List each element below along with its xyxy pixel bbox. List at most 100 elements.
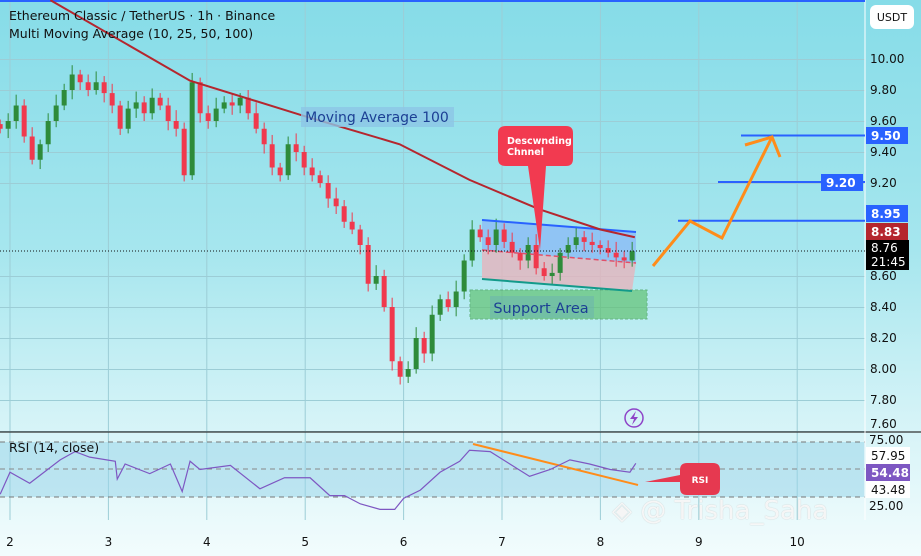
candle xyxy=(125,108,131,129)
channel-callout-line2: Chnnel xyxy=(507,147,544,158)
rsi-callout xyxy=(645,463,720,495)
rsi-trendline xyxy=(472,443,639,486)
candle xyxy=(21,105,27,137)
channel-callout xyxy=(498,126,573,250)
candle xyxy=(237,97,243,106)
candle xyxy=(245,97,251,114)
candle xyxy=(533,245,539,269)
candle xyxy=(109,93,115,106)
candle xyxy=(397,361,403,377)
candle xyxy=(469,229,475,261)
candle xyxy=(229,102,235,106)
candle xyxy=(597,245,603,249)
candle xyxy=(381,276,387,307)
price-tick: 7.80 xyxy=(870,393,897,407)
candle xyxy=(517,252,523,261)
price-tick: 9.60 xyxy=(870,114,897,128)
rsi-legend[interactable]: RSI (14, close) xyxy=(9,440,100,455)
bar-countdown: 21:45 xyxy=(871,255,906,269)
projection-arrowhead xyxy=(744,135,782,158)
candle xyxy=(389,307,395,362)
candle xyxy=(413,338,419,369)
candle xyxy=(437,299,443,315)
candle xyxy=(629,251,635,261)
candle xyxy=(501,229,507,242)
candle xyxy=(605,248,611,253)
candle xyxy=(549,272,555,276)
level-tag-920: 9.20 xyxy=(821,174,863,191)
candle xyxy=(133,102,139,109)
candle xyxy=(149,97,155,114)
price-tick: 8.00 xyxy=(870,362,897,376)
candle xyxy=(333,198,339,207)
candle xyxy=(277,167,283,176)
candle xyxy=(285,144,291,176)
last-price: 8.76 xyxy=(871,241,898,255)
candle xyxy=(189,82,195,176)
candle xyxy=(589,241,595,245)
time-tick: 3 xyxy=(105,535,113,549)
candle xyxy=(405,369,411,377)
level-tag-950: 9.50 xyxy=(866,127,908,144)
price-tick: 8.20 xyxy=(870,331,897,345)
candle xyxy=(45,121,51,145)
candle xyxy=(165,105,171,121)
candle xyxy=(269,144,275,168)
indicator-legend[interactable]: Multi Moving Average (10, 25, 50, 100) xyxy=(9,26,254,41)
candle xyxy=(477,229,483,238)
rsi-callout-label: RSI xyxy=(692,476,709,486)
price-tick: 9.40 xyxy=(870,145,897,159)
time-tick: 7 xyxy=(498,535,506,549)
candle xyxy=(197,82,203,114)
channel-callout-line1: Descwnding xyxy=(507,136,572,147)
rsi-tick-75: 75.00 xyxy=(869,433,903,447)
alert-icon[interactable] xyxy=(624,408,644,428)
candle xyxy=(221,102,227,109)
candle xyxy=(325,183,331,199)
candle xyxy=(613,252,619,258)
time-tick: 4 xyxy=(203,535,211,549)
candle xyxy=(509,241,515,253)
candle xyxy=(173,121,179,129)
candle xyxy=(13,105,19,121)
channel-top-line xyxy=(481,219,637,233)
candle xyxy=(421,338,427,354)
candle xyxy=(213,108,219,121)
price-tick: 10.00 xyxy=(870,52,904,66)
candle xyxy=(341,206,347,222)
currency-button[interactable]: USDT xyxy=(870,5,914,29)
candle xyxy=(581,237,587,242)
candle xyxy=(141,102,147,114)
time-tick: 8 xyxy=(597,535,605,549)
candle xyxy=(93,82,99,90)
time-tick: 10 xyxy=(790,535,805,549)
candle xyxy=(357,229,363,245)
price-tick: 9.20 xyxy=(870,176,897,190)
candle xyxy=(525,245,531,261)
candle xyxy=(5,121,11,129)
candle xyxy=(117,105,123,129)
chart-title: Ethereum Classic / TetherUS · 1h · Binan… xyxy=(9,8,276,23)
ma100-line xyxy=(49,0,636,239)
price-tick: 8.40 xyxy=(870,300,897,314)
support-label: Support Area xyxy=(493,301,588,317)
rsi-line xyxy=(0,449,637,510)
rsi-tag-c: 43.48 xyxy=(866,481,910,498)
candle xyxy=(53,105,59,121)
support-label-box xyxy=(490,296,594,318)
rsi-tick-25: 25.00 xyxy=(869,499,903,513)
candle xyxy=(349,221,355,230)
ma-label: Moving Average 100 xyxy=(305,110,449,126)
last-price-tag: 8.76 21:45 xyxy=(866,240,909,270)
price-tick: 9.80 xyxy=(870,83,897,97)
time-tick: 5 xyxy=(301,535,309,549)
candle xyxy=(61,90,67,106)
candle xyxy=(557,252,563,273)
candle xyxy=(253,113,259,129)
rsi-tag-b: 54.48 xyxy=(866,464,910,481)
candle xyxy=(445,299,451,307)
candle xyxy=(309,167,315,176)
ma-label-box xyxy=(301,107,454,127)
candle xyxy=(293,144,299,152)
